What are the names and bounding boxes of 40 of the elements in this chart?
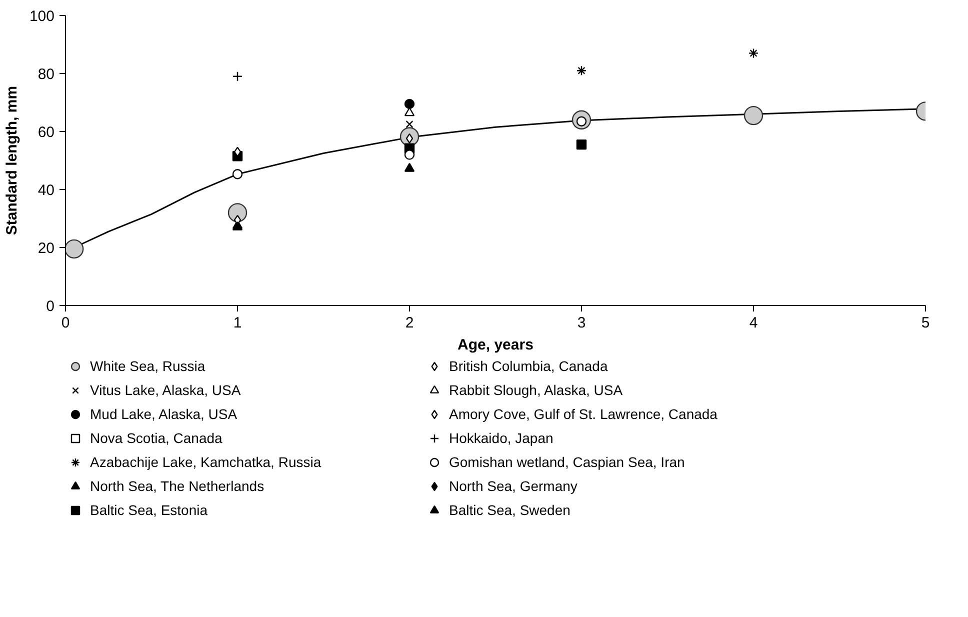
x-axis-title: Age, years: [458, 336, 534, 354]
legend-label: North Sea, The Netherlands: [90, 477, 266, 496]
y-tick-label: 60: [38, 124, 55, 141]
y-tick-label: 100: [29, 8, 55, 25]
legend-label: North Sea, Germany: [449, 477, 578, 496]
x-tick-label: 3: [577, 314, 586, 332]
x-tick-label: 5: [921, 314, 930, 332]
legend-label: White Sea, Russia: [90, 357, 206, 376]
legend-label: Baltic Sea, Sweden: [449, 501, 572, 520]
point: [66, 239, 84, 259]
legend-label: Azabachije Lake, Kamchatka, Russia: [90, 453, 322, 472]
legend-label: Vitus Lake, Alaska, USA: [90, 381, 242, 400]
point: [406, 120, 414, 128]
legend-label: Rabbit Slough, Alaska, USA: [449, 381, 624, 400]
point: [232, 71, 243, 82]
x-tick-label: 4: [749, 314, 758, 332]
point: [404, 98, 415, 110]
legend-label: Amory Cove, Gulf of St. Lawrence, Canada: [449, 405, 718, 424]
point: [234, 146, 242, 157]
point: [404, 162, 415, 172]
y-axis-title: Standard length, mm: [3, 86, 20, 236]
legend-label: Gomishan wetland, Caspian Sea, Iran: [449, 453, 686, 472]
legend-label: Nova Scotia, Canada: [90, 429, 224, 448]
point: [576, 139, 587, 150]
legend-label: Hokkaido, Japan: [449, 429, 554, 448]
y-tick-label: 0: [46, 298, 54, 315]
x-tick-label: 2: [405, 314, 414, 332]
legend-label: British Columbia, Canada: [449, 357, 609, 376]
point: [404, 107, 415, 116]
point: [748, 48, 759, 58]
point: [232, 169, 243, 180]
y-tick-label: 20: [38, 240, 55, 257]
y-tick-label: 80: [38, 66, 55, 83]
legend-label: Baltic Sea, Estonia: [90, 501, 209, 520]
point: [576, 66, 587, 76]
point: [744, 106, 764, 126]
x-tick-label: 0: [61, 314, 70, 332]
y-tick-label: 40: [38, 182, 55, 199]
x-tick-label: 1: [233, 314, 242, 332]
legend-label: Mud Lake, Alaska, USA: [90, 405, 238, 424]
